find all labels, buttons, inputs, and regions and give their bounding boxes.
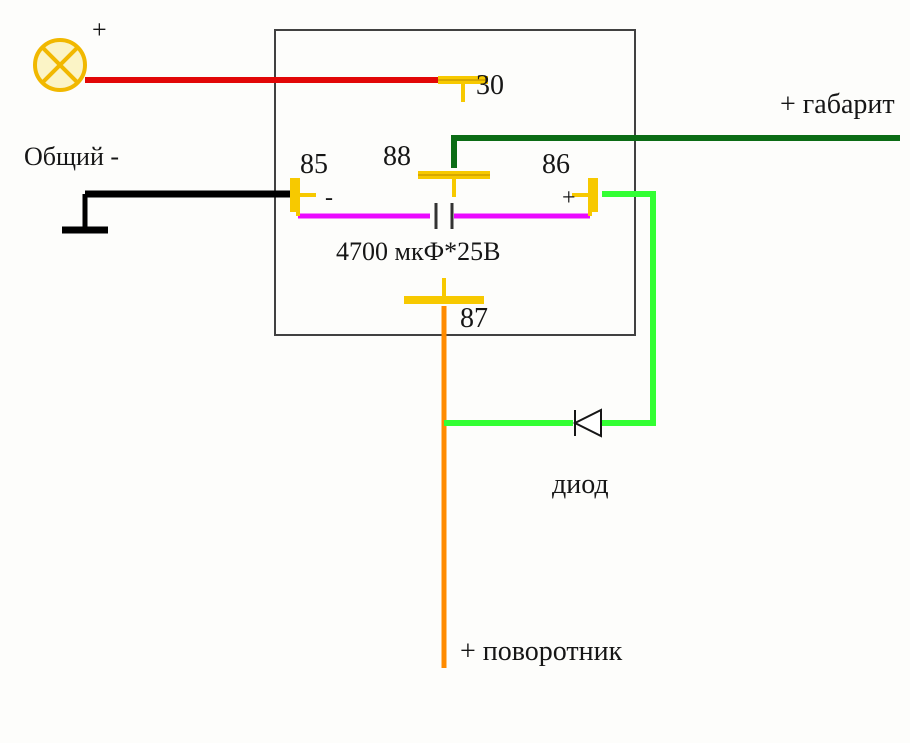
label-diod: диод bbox=[552, 469, 609, 500]
label-t86: 86 bbox=[542, 149, 570, 180]
label-povorotnik: + поворотник bbox=[460, 636, 623, 667]
label-gabarit: + габарит bbox=[780, 89, 895, 120]
label-t30: 30 bbox=[476, 70, 504, 101]
label-t86_plus: + bbox=[562, 185, 576, 211]
label-t88: 88 bbox=[383, 141, 411, 172]
lamp-icon bbox=[35, 40, 85, 90]
label-t87: 87 bbox=[460, 303, 488, 334]
label-cap_val: 4700 мкФ*25В bbox=[336, 237, 500, 266]
label-obschiy: Общий - bbox=[24, 142, 119, 171]
background bbox=[0, 0, 910, 743]
label-t85_minus: - bbox=[325, 185, 333, 211]
label-t85: 85 bbox=[300, 149, 328, 180]
label-plus_lamp: + bbox=[92, 15, 107, 44]
